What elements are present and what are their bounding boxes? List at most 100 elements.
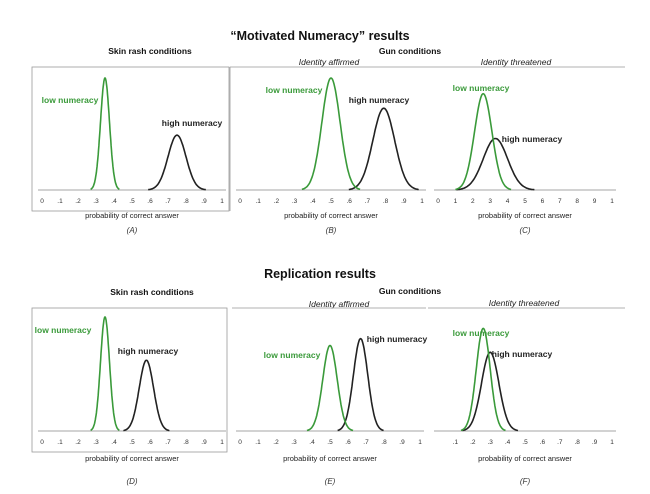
high-numeracy-curve bbox=[456, 137, 535, 191]
tick-label: .7 bbox=[365, 198, 371, 205]
x-axis-label: probability of correct answer bbox=[284, 211, 378, 220]
panel-b: 0 .1 .2 .3 .4 .5 .6 .7 .8 .9 1 probability of corre… bbox=[236, 77, 426, 235]
low-numeracy-label: low numeracy bbox=[35, 325, 92, 335]
x-axis-label: probability of correct answer bbox=[85, 211, 179, 220]
tick-label: 1 bbox=[420, 198, 424, 205]
tick-label: .4 bbox=[505, 439, 511, 446]
panel-e: 0 .1 .2 .3 .4 .5 .6 .7 .8 .9 1 probability of corre… bbox=[236, 334, 427, 486]
tick-label: .2 bbox=[470, 439, 476, 446]
low-numeracy-curve bbox=[301, 77, 361, 191]
tick-label: .9 bbox=[592, 439, 598, 446]
tick-label: .5 bbox=[129, 439, 135, 446]
tick-label: 1 bbox=[418, 439, 422, 446]
panel-label: (F) bbox=[520, 477, 531, 486]
low-numeracy-curve bbox=[90, 76, 120, 191]
panel-a: 0 .1 .2 .3 .4 .5 .6 .7 .8 .9 1 probability of corre… bbox=[38, 76, 226, 235]
gun-heading-top: Gun conditions bbox=[379, 46, 442, 56]
tick-label: .1 bbox=[255, 198, 261, 205]
tick-label: 3 bbox=[488, 198, 492, 205]
x-axis-label: probability of correct answer bbox=[478, 211, 572, 220]
tick-label: 7 bbox=[558, 198, 562, 205]
tick-label: .9 bbox=[201, 198, 207, 205]
tick-label: .7 bbox=[165, 198, 171, 205]
low-numeracy-curve bbox=[460, 327, 506, 432]
tick-label: 0 bbox=[40, 198, 44, 205]
tick-label: .1 bbox=[57, 198, 63, 205]
tick-label: .7 bbox=[165, 439, 171, 446]
tick-label: 5 bbox=[523, 198, 527, 205]
tick-label: .8 bbox=[383, 198, 389, 205]
frame-b bbox=[229, 66, 428, 211]
top-title: “Motivated Numeracy” results bbox=[230, 29, 409, 43]
tick-label: 2 bbox=[471, 198, 475, 205]
high-numeracy-curve bbox=[348, 107, 419, 191]
high-numeracy-label: high numeracy bbox=[118, 346, 179, 356]
panel-label: (E) bbox=[325, 477, 336, 486]
tick-label: 1 bbox=[610, 198, 614, 205]
tick-label: .5 bbox=[328, 198, 334, 205]
panel-frames bbox=[31, 66, 625, 453]
tick-label: .3 bbox=[93, 198, 99, 205]
tick-label: 1 bbox=[610, 439, 614, 446]
high-numeracy-label: high numeracy bbox=[367, 334, 428, 344]
low-numeracy-curve bbox=[90, 315, 120, 432]
low-numeracy-curve bbox=[306, 344, 354, 432]
x-axis-label: probability of correct answer bbox=[283, 454, 377, 463]
tick-label: .9 bbox=[201, 439, 207, 446]
affirmed-heading-top: Identity affirmed bbox=[299, 57, 360, 67]
panel-label: (A) bbox=[127, 226, 138, 235]
tick-label: .1 bbox=[255, 439, 261, 446]
high-numeracy-label: high numeracy bbox=[492, 349, 553, 359]
low-numeracy-label: low numeracy bbox=[453, 83, 510, 93]
tick-label: .7 bbox=[557, 439, 563, 446]
tick-label: .5 bbox=[327, 439, 333, 446]
bottom-title: Replication results bbox=[264, 267, 376, 281]
tick-label: .5 bbox=[129, 198, 135, 205]
tick-label: 0 bbox=[238, 439, 242, 446]
tick-label: .2 bbox=[274, 198, 280, 205]
tick-label: .2 bbox=[75, 198, 81, 205]
panel-d: 0 .1 .2 .3 .4 .5 .6 .7 .8 .9 1 probability of corre… bbox=[35, 315, 226, 486]
x-axis-label: probability of correct answer bbox=[478, 454, 572, 463]
skin-rash-heading-bottom: Skin rash conditions bbox=[110, 287, 194, 297]
high-numeracy-curve bbox=[123, 359, 170, 432]
tick-label: .7 bbox=[363, 439, 369, 446]
tick-label: .3 bbox=[93, 439, 99, 446]
affirmed-heading-bottom: Identity affirmed bbox=[309, 299, 370, 309]
low-numeracy-label: low numeracy bbox=[266, 85, 323, 95]
high-numeracy-curve bbox=[337, 337, 384, 432]
tick-label: .5 bbox=[522, 439, 528, 446]
tick-label: 9 bbox=[593, 198, 597, 205]
tick-label: .6 bbox=[147, 198, 153, 205]
tick-label: .6 bbox=[540, 439, 546, 446]
high-numeracy-curve bbox=[148, 134, 206, 191]
tick-label: .2 bbox=[75, 439, 81, 446]
frame-a bbox=[31, 66, 230, 212]
tick-label: 0 bbox=[238, 198, 242, 205]
tick-label: .4 bbox=[309, 439, 315, 446]
tick-label: 6 bbox=[541, 198, 545, 205]
low-numeracy-label: low numeracy bbox=[42, 95, 99, 105]
panel-f: .1 .2 .3 .4 .5 .6 .7 .8 .9 1 probability of correc… bbox=[434, 327, 616, 486]
tick-label: .8 bbox=[183, 198, 189, 205]
tick-label: .3 bbox=[487, 439, 493, 446]
high-numeracy-label: high numeracy bbox=[349, 95, 410, 105]
tick-label: .8 bbox=[183, 439, 189, 446]
tick-label: .8 bbox=[574, 439, 580, 446]
tick-label: .9 bbox=[401, 198, 407, 205]
tick-label: 0 bbox=[40, 439, 44, 446]
frame-d bbox=[31, 307, 228, 453]
tick-label: .4 bbox=[111, 198, 117, 205]
tick-label: 8 bbox=[575, 198, 579, 205]
threatened-heading-top: Identity threatened bbox=[481, 57, 552, 67]
panel-label: (B) bbox=[326, 226, 337, 235]
tick-label: .6 bbox=[345, 439, 351, 446]
tick-label: .9 bbox=[399, 439, 405, 446]
skin-rash-heading-top: Skin rash conditions bbox=[108, 46, 192, 56]
tick-label: .8 bbox=[381, 439, 387, 446]
high-numeracy-curve bbox=[462, 351, 519, 432]
tick-label: .3 bbox=[292, 198, 298, 205]
tick-label: .6 bbox=[147, 439, 153, 446]
low-numeracy-label: low numeracy bbox=[264, 350, 321, 360]
